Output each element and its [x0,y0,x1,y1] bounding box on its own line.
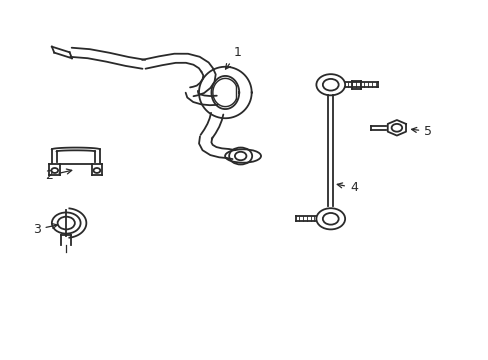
Text: 5: 5 [411,125,431,138]
Text: 3: 3 [33,223,57,236]
Text: 2: 2 [45,169,72,182]
Text: 4: 4 [337,181,357,194]
Text: 1: 1 [225,46,242,69]
